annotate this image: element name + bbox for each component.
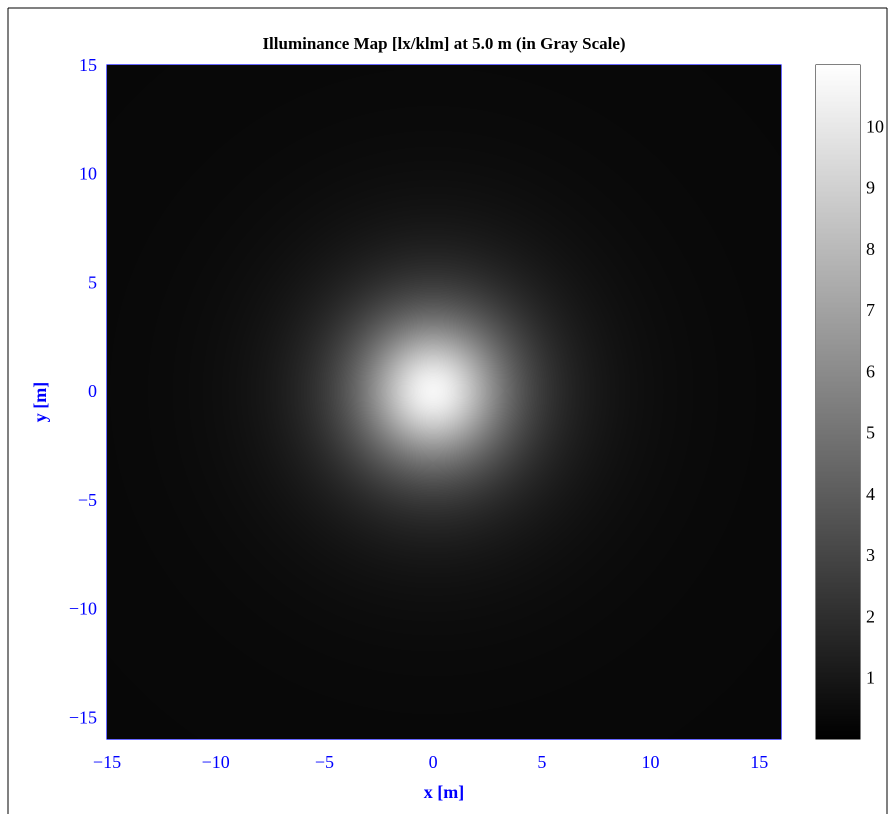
x-tick-label: 5 [537,752,546,772]
y-tick-label: 0 [88,381,97,401]
y-tick-label: 15 [79,55,97,75]
x-tick-label: 0 [429,752,438,772]
colorbar-tick-label: 6 [866,361,875,381]
y-tick-label: −10 [69,599,97,619]
colorbar-tick-label: 7 [866,300,875,320]
y-tick-label: 10 [79,164,97,184]
colorbar-tick-label: 2 [866,606,875,626]
y-axis-label: y [m] [30,382,50,422]
y-tick-label: −5 [78,490,97,510]
x-tick-label: −10 [202,752,230,772]
x-tick-label: 15 [750,752,768,772]
colorbar-tick-label: 3 [866,545,875,565]
x-tick-label: −15 [93,752,121,772]
colorbar-tick-label: 8 [866,239,875,259]
colorbar-tick-label: 10 [866,116,884,136]
x-tick-label: 10 [642,752,660,772]
colorbar-tick-label: 1 [866,668,875,688]
y-tick-label: −15 [69,707,97,727]
colorbar-tick-label: 5 [866,423,875,443]
x-axis-label: x [m] [424,782,464,802]
y-tick-label: 5 [88,272,97,292]
colorbar-gradient [816,65,860,739]
illuminance-heatmap [107,65,781,739]
colorbar-tick-label: 4 [866,484,875,504]
x-tick-label: −5 [315,752,334,772]
colorbar-tick-label: 9 [866,178,875,198]
chart-title: Illuminance Map [lx/klm] at 5.0 m (in Gr… [262,34,625,53]
